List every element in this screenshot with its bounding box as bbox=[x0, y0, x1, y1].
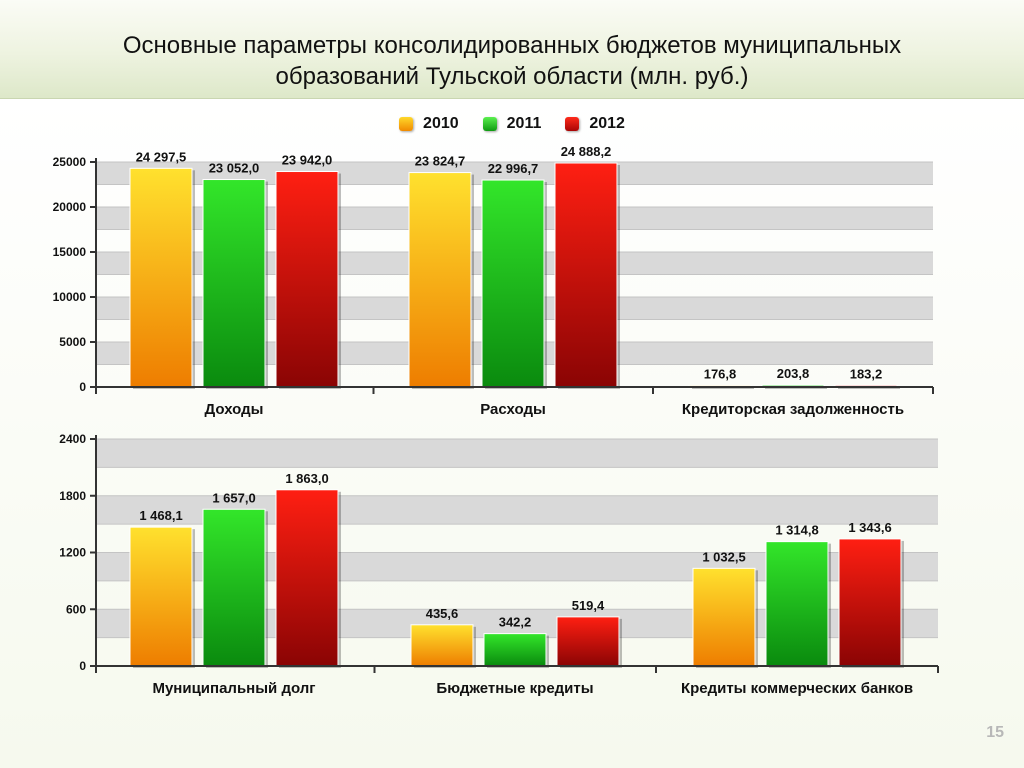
chart-top-budget: 24 297,5 23 052,0 23 942,0 Доходы 23 824,7 22… bbox=[53, 144, 934, 418]
grid-band bbox=[96, 439, 938, 468]
y-tick-label: 1800 bbox=[59, 489, 86, 503]
data-label: 1 314,8 bbox=[775, 523, 818, 538]
bar-2010-3 bbox=[692, 567, 756, 667]
bar-2011-2 bbox=[483, 633, 547, 667]
y-tick-label: 5000 bbox=[59, 335, 86, 349]
data-label: 22 996,7 bbox=[488, 161, 539, 176]
data-label: 23 052,0 bbox=[209, 161, 260, 176]
slide-title-line-1: Основные параметры консолидированных бюд… bbox=[122, 32, 902, 59]
y-tick-label: 10000 bbox=[53, 290, 87, 304]
page-number: 15 bbox=[986, 724, 1004, 741]
y-tick-label: 20000 bbox=[53, 200, 87, 214]
slide-title-line-2: образований Тульской области (млн. руб.) bbox=[275, 63, 749, 90]
data-label: 24 297,5 bbox=[136, 149, 187, 164]
data-label: 23 942,0 bbox=[282, 153, 333, 168]
bar-shadow bbox=[692, 387, 754, 389]
data-label: 342,2 bbox=[499, 615, 532, 630]
bar-2012-2 bbox=[556, 616, 620, 667]
data-label: 23 824,7 bbox=[415, 154, 466, 169]
legend-item-2011: 2011 bbox=[482, 115, 542, 133]
bar-2012-3 bbox=[838, 538, 902, 667]
data-label: 435,6 bbox=[426, 606, 459, 621]
bar-2012-2 bbox=[554, 162, 618, 388]
bar-2012-1 bbox=[275, 171, 339, 388]
slide-header: Основные параметры консолидированных бюд… bbox=[0, 0, 1024, 99]
category-label: Бюджетные кредиты bbox=[436, 680, 593, 697]
data-label: 176,8 bbox=[704, 366, 737, 381]
legend-label: 2012 bbox=[589, 115, 625, 132]
data-label: 183,2 bbox=[850, 366, 883, 381]
legend-swatch-2012 bbox=[565, 117, 580, 131]
y-tick-label: 25000 bbox=[53, 155, 87, 169]
bar-shadow bbox=[838, 387, 900, 389]
y-tick-label: 2400 bbox=[59, 432, 86, 446]
category-label: Муниципальный долг bbox=[152, 680, 315, 697]
legend-swatch-2010 bbox=[399, 117, 414, 131]
data-label: 203,8 bbox=[777, 366, 810, 381]
data-label: 1 468,1 bbox=[139, 508, 182, 523]
y-tick-label: 15000 bbox=[53, 245, 87, 259]
legend-label: 2010 bbox=[423, 115, 459, 132]
data-label: 1 032,5 bbox=[702, 549, 745, 564]
y-tick-label: 600 bbox=[66, 602, 86, 616]
legend-item-2010: 2010 bbox=[399, 115, 459, 133]
bar-2011-3 bbox=[765, 541, 829, 667]
bar-2010-1 bbox=[129, 526, 193, 667]
bar-2010-2 bbox=[410, 624, 474, 667]
bar-2010-1 bbox=[129, 167, 193, 388]
category-label: Доходы bbox=[205, 401, 264, 418]
y-tick-label: 0 bbox=[79, 380, 86, 394]
legend-swatch-2011 bbox=[482, 117, 497, 131]
bar-2011-1 bbox=[202, 508, 266, 667]
chart-bottom-debt: 1 468,1 1 657,0 1 863,0 Муниципальный долг 4… bbox=[59, 432, 939, 697]
bar-2011-1 bbox=[202, 179, 266, 388]
data-label: 24 888,2 bbox=[561, 144, 612, 159]
bar-shadow bbox=[765, 387, 827, 389]
data-label: 1 657,0 bbox=[212, 490, 255, 505]
category-label: Расходы bbox=[480, 401, 546, 418]
chart-legend: 2010 2011 2012 bbox=[0, 112, 1024, 136]
legend-label: 2011 bbox=[506, 115, 542, 132]
data-label: 1 343,6 bbox=[848, 520, 891, 535]
data-label: 519,4 bbox=[572, 598, 605, 613]
y-tick-label: 1200 bbox=[59, 546, 86, 560]
category-label: Кредиты коммерческих банков bbox=[681, 680, 913, 697]
legend-item-2012: 2012 bbox=[565, 115, 625, 133]
data-label: 1 863,0 bbox=[285, 471, 328, 486]
bar-2012-1 bbox=[275, 489, 339, 667]
bar-2011-2 bbox=[481, 179, 545, 388]
y-tick-label: 0 bbox=[79, 659, 86, 673]
slide-title: Основные параметры консолидированных бюд… bbox=[40, 30, 984, 92]
category-label: Кредиторская задолженность bbox=[682, 401, 904, 418]
bar-2010-2 bbox=[408, 172, 472, 388]
